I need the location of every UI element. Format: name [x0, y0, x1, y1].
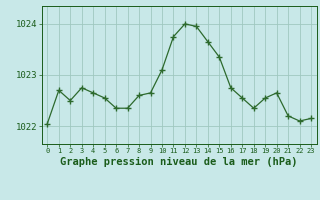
X-axis label: Graphe pression niveau de la mer (hPa): Graphe pression niveau de la mer (hPa) — [60, 157, 298, 167]
